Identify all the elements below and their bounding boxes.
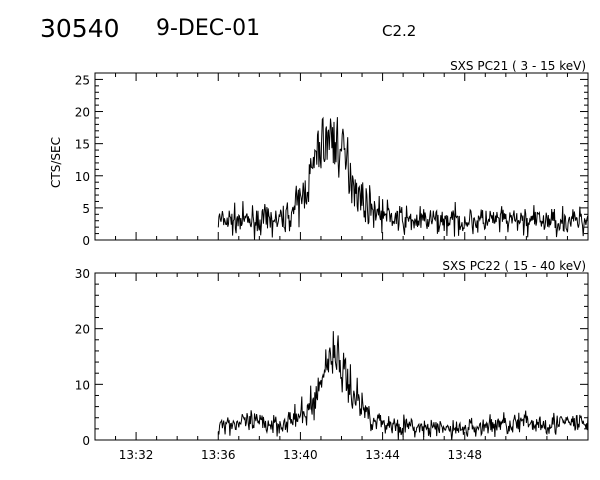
x-tick-label: 13:44 xyxy=(365,448,400,462)
x-tick-label: 13:36 xyxy=(201,448,236,462)
x-tick-label: 13:40 xyxy=(283,448,318,462)
y-tick-label: 20 xyxy=(75,323,90,337)
x-tick-label: 13:48 xyxy=(447,448,482,462)
y-tick-label: 10 xyxy=(75,170,90,184)
y-tick-label: 15 xyxy=(75,138,90,152)
y-tick-label: 10 xyxy=(75,378,90,392)
event-date: 9-DEC-01 xyxy=(156,16,261,41)
event-id: 30540 xyxy=(40,14,120,43)
y-tick-label: 0 xyxy=(82,234,90,248)
y-tick-label: 25 xyxy=(75,73,90,87)
channel-label-2: SXS PC22 ( 15 - 40 keV) xyxy=(442,259,586,273)
y-tick-label: 30 xyxy=(75,267,90,281)
channel-label-1: SXS PC21 ( 3 - 15 keV) xyxy=(450,59,586,73)
plot-frame-2 xyxy=(94,272,589,441)
x-tick-label: 13:32 xyxy=(119,448,154,462)
lightcurve-line-2 xyxy=(217,331,589,441)
y-tick-label: 5 xyxy=(82,202,90,216)
lightcurve-line-1 xyxy=(217,116,589,241)
y-tick-label: 0 xyxy=(82,434,90,448)
flare-class: C2.2 xyxy=(382,22,417,40)
y-tick-label: 20 xyxy=(75,106,90,120)
y-axis-label: CTS/SEC xyxy=(49,137,63,188)
